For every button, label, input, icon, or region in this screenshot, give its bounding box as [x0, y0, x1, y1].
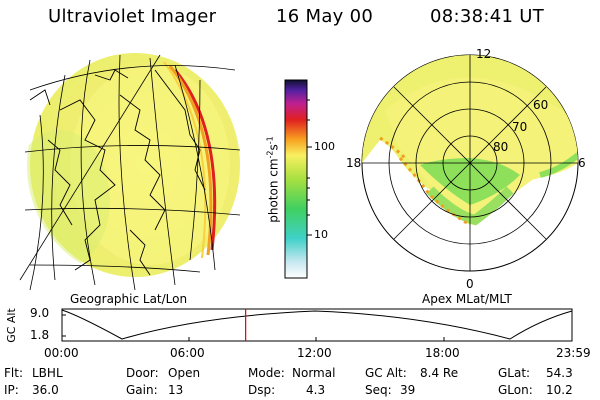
unit-sup-time: -1	[265, 136, 275, 145]
flt-value: LBHL	[32, 366, 63, 380]
observation-time: 08:38:41 UT	[430, 6, 545, 27]
alt-ymax-label: 9.0	[30, 306, 50, 320]
altitude-panel	[61, 308, 573, 342]
glat-value: 54.3	[546, 366, 573, 380]
geographic-image	[19, 53, 241, 291]
gcalt-value: 8.4 Re	[420, 366, 459, 380]
instrument-title: Ultraviolet Imager	[48, 6, 217, 27]
gain-label: Gain:	[126, 383, 158, 397]
time-tick-4: 23:59	[556, 346, 591, 360]
time-tick-3: 18:00	[425, 346, 460, 360]
mode-label: Mode:	[248, 366, 285, 380]
gcalt-label: GC Alt:	[365, 366, 407, 380]
ip-value: 36.0	[32, 383, 59, 397]
unit-sup-area: -2	[265, 150, 275, 159]
mode-value: Normal	[292, 366, 336, 380]
mlt-0-label: 0	[466, 277, 474, 291]
apex-polar-plot	[361, 54, 579, 272]
time-tick-1: 06:00	[170, 346, 205, 360]
lat-80-label: 80	[493, 140, 509, 154]
mlt-18-label: 18	[346, 156, 362, 170]
time-tick-2: 12:00	[297, 346, 332, 360]
gc-alt-axis-label: GC Alt	[4, 308, 18, 343]
mlt-6-label: 6	[578, 156, 586, 170]
time-tick-0: 00:00	[44, 346, 79, 360]
colorbar-unit-label: photon cm-2s-1	[266, 115, 281, 245]
glat-label: GLat:	[498, 366, 531, 380]
observation-date: 16 May 00	[276, 6, 374, 27]
apex-coords-label: Apex MLat/MLT	[422, 292, 512, 306]
dsp-label: Dsp:	[248, 383, 276, 397]
geographic-coords-label: Geographic Lat/Lon	[70, 292, 188, 306]
unit-prefix: photon cm	[266, 158, 281, 223]
colorbar	[284, 79, 312, 279]
ip-label: IP:	[4, 383, 19, 397]
glon-label: GLon:	[498, 383, 533, 397]
colorbar-tick-10: 10	[314, 228, 328, 241]
unit-seconds: s	[266, 144, 281, 151]
dsp-value: 4.3	[306, 383, 326, 397]
seq-value: 39	[400, 383, 416, 397]
colorbar-tick-100: 100	[314, 140, 335, 153]
lat-70-label: 70	[512, 120, 528, 134]
flt-label: Flt:	[4, 366, 23, 380]
gain-value: 13	[168, 383, 184, 397]
lat-60-label: 60	[533, 98, 549, 112]
glon-value: 10.2	[546, 383, 573, 397]
alt-ymin-label: 1.8	[30, 328, 50, 342]
door-label: Door:	[126, 366, 159, 380]
seq-label: Seq:	[365, 383, 392, 397]
door-value: Open	[168, 366, 201, 380]
mlt-12-label: 12	[476, 47, 492, 61]
